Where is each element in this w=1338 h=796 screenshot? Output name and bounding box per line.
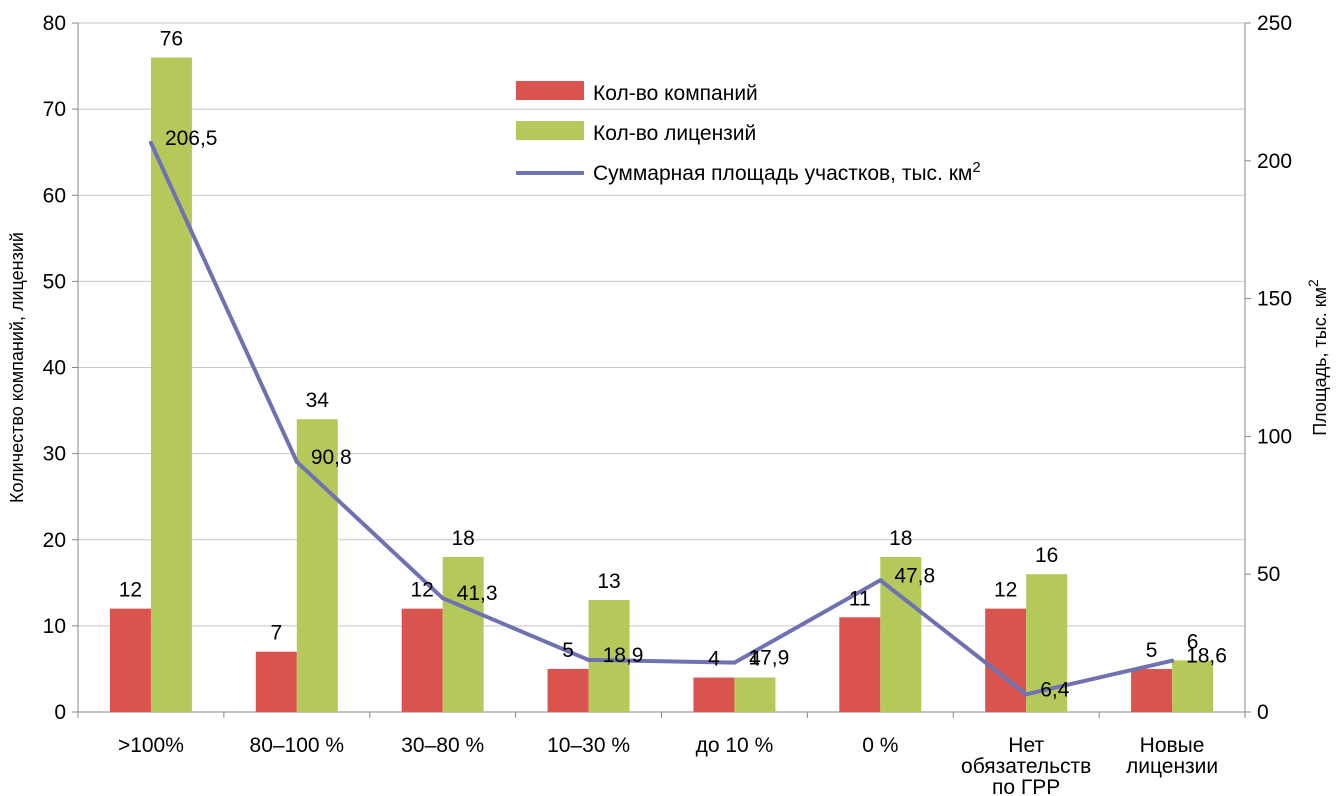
data-label-licenses: 18: [889, 527, 912, 550]
data-label-companies: 12: [119, 579, 142, 602]
x-tick-label: Новые: [1140, 734, 1205, 757]
x-tick-label: по ГРР: [992, 776, 1060, 796]
y-left-tick-label: 40: [43, 357, 66, 380]
y-right-tick-label: 50: [1257, 563, 1280, 586]
legend-swatch-licenses: [516, 121, 584, 140]
line-series: [148, 140, 1175, 697]
y-left-tick-label: 60: [43, 184, 66, 207]
x-tick-label: 0 %: [862, 734, 898, 757]
bar-licenses: [442, 556, 484, 712]
bar-licenses: [1172, 660, 1214, 712]
x-tick-label: лицензии: [1126, 755, 1218, 778]
gridlines: [78, 22, 1245, 627]
legend: Кол-во компаний Кол-во лицензий Суммарная …: [516, 81, 981, 185]
y-left-tick-label: 20: [43, 529, 66, 552]
line-point: [1024, 692, 1029, 697]
data-label-licenses: 18: [452, 527, 475, 550]
x-tick-label: Нет: [1008, 734, 1044, 757]
x-tick-label: 30–80 %: [401, 734, 484, 757]
data-label-area: 90,8: [311, 446, 352, 469]
bar-companies: [401, 608, 443, 712]
data-label-area: 6,4: [1040, 678, 1070, 701]
bar-licenses: [734, 677, 776, 712]
legend-swatch-companies: [516, 81, 584, 100]
bar-companies: [839, 617, 881, 712]
data-label-area: 206,5: [165, 127, 218, 150]
y-right-tick-label: 0: [1257, 701, 1269, 724]
line-point: [148, 140, 153, 145]
bar-licenses: [588, 600, 630, 712]
axis-titles: Количество компаний, лицензий Площадь, ты…: [7, 232, 1330, 503]
line-point: [586, 657, 591, 662]
legend-label-superscript: 2: [972, 159, 980, 176]
y-right-tick-label: 250: [1257, 12, 1292, 35]
data-label-licenses: 4: [749, 648, 761, 671]
line-point: [1170, 658, 1175, 663]
data-label-companies: 11: [849, 587, 871, 610]
y-left-tick-label: 0: [54, 701, 66, 724]
x-tick-label: >100%: [118, 734, 184, 757]
line-point: [440, 596, 445, 601]
data-label-companies: 12: [994, 579, 1017, 602]
x-tick-label: 10–30 %: [547, 734, 630, 757]
line-point: [294, 459, 299, 464]
data-label-area: 17,9: [748, 647, 789, 670]
y-left-tick-label: 80: [43, 12, 66, 35]
bar-licenses: [880, 556, 922, 712]
bar-companies: [255, 651, 297, 712]
data-label-licenses: 76: [160, 27, 183, 50]
data-label-area: 47,8: [894, 564, 935, 587]
y-left-tick-label: 70: [43, 98, 66, 121]
line-point: [878, 578, 883, 583]
y-right-axis-title-superscript: 2: [1305, 279, 1321, 287]
data-label-companies: 12: [411, 579, 434, 602]
bars: [109, 57, 1214, 712]
line-area: [149, 142, 1173, 697]
data-label-licenses: 34: [306, 389, 330, 412]
legend-label-licenses: Кол-во лицензий: [593, 122, 756, 145]
x-tick-label: до 10 %: [696, 734, 774, 757]
axes: 0 10 20 30 40 50 60 70 80 0 50 100 150 200 250 >100% 80–…: [43, 12, 1292, 796]
bar-companies: [985, 608, 1027, 712]
y-right-tick-label: 100: [1257, 425, 1292, 448]
data-label-companies: 4: [708, 648, 720, 671]
y-right-axis-title: Площадь, тыс. км2: [1305, 279, 1330, 436]
bar-licenses: [150, 57, 192, 712]
data-label-area: 41,3: [457, 582, 498, 605]
data-labels: 12 76 7 34 12 18 5 13 4 4 11 18 12 16 5 6 206,5 90,8 41,3 1…: [119, 27, 1227, 701]
y-right-tick-label: 200: [1257, 150, 1292, 173]
y-left-tick-label: 30: [43, 443, 66, 466]
y-right-tick-label: 150: [1257, 288, 1292, 311]
bar-companies: [693, 677, 735, 712]
data-label-licenses: 6: [1187, 630, 1199, 653]
data-label-companies: 7: [270, 622, 282, 645]
bar-companies: [547, 668, 589, 712]
y-left-tick-label: 50: [43, 270, 66, 293]
line-point: [732, 660, 737, 665]
data-label-companies: 5: [1146, 639, 1158, 662]
data-label-licenses: 13: [597, 570, 620, 593]
x-tick-label: 80–100 %: [250, 734, 345, 757]
y-left-tick-label: 10: [43, 615, 66, 638]
bar-companies: [109, 608, 151, 712]
data-label-companies: 5: [562, 639, 574, 662]
legend-label-area: Суммарная площадь участков, тыс. км2: [593, 159, 981, 185]
data-label-area: 18,6: [1186, 645, 1227, 668]
legend-label-companies: Кол-во компаний: [593, 82, 758, 105]
y-left-axis-title: Количество компаний, лицензий: [7, 232, 27, 503]
bar-companies: [1131, 668, 1173, 712]
x-tick-label: обязательств: [961, 755, 1091, 778]
data-label-area: 18,9: [603, 644, 644, 667]
data-label-licenses: 16: [1035, 544, 1058, 567]
